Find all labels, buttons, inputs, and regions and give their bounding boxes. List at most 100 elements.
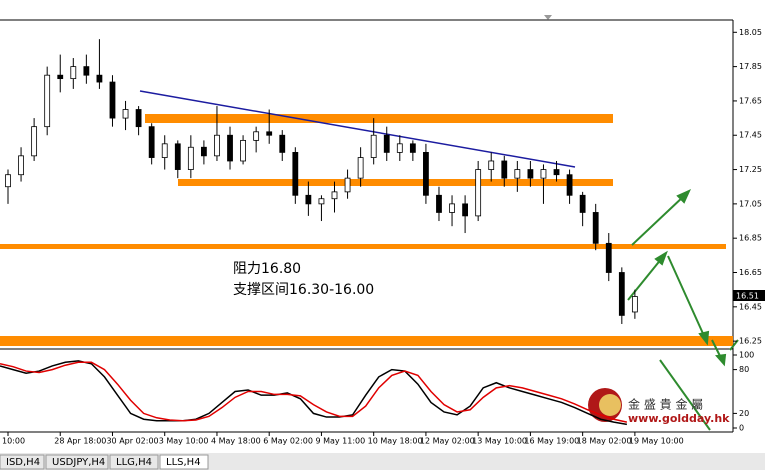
candle-body (227, 134, 233, 162)
candle-body (96, 74, 103, 83)
candle-body (31, 126, 38, 157)
y-tick-label: 20 (739, 409, 749, 418)
price-label-bg (733, 290, 765, 301)
candle-body (488, 160, 495, 170)
x-tick-label: 6 May 02:00 (263, 437, 313, 446)
tab[interactable] (0, 454, 45, 470)
candle-body (83, 66, 90, 76)
x-tick-label: 19 May 10:00 (629, 437, 684, 446)
x-tick-label: 12 May 02:00 (420, 437, 475, 446)
tab[interactable] (109, 454, 159, 470)
candle-body (436, 194, 442, 213)
x-tick-label: 4 May 18:00 (211, 437, 261, 446)
candle-body (292, 151, 299, 196)
x-tick-label: 9 May 11:00 (315, 437, 365, 446)
candle-body (109, 81, 116, 119)
y-tick-label: 16.45 (739, 302, 762, 311)
candle-body (305, 194, 312, 205)
candle-body (527, 169, 534, 179)
candle-body (383, 134, 390, 153)
logo (599, 394, 621, 416)
candle-body (161, 143, 168, 158)
x-tick-label: 13 May 10:00 (472, 437, 527, 446)
candle-body (187, 146, 194, 170)
candle-body (370, 134, 377, 158)
candle-body (409, 143, 416, 153)
tab[interactable] (159, 454, 209, 470)
candle-body (318, 198, 325, 205)
candle-body (135, 109, 142, 128)
y-tick-label: 16.85 (739, 234, 762, 243)
x-tick-label: 10 May 18:00 (368, 437, 423, 446)
annotation: 支撑区间16.30-16.00 (233, 282, 374, 298)
candle-body (331, 191, 338, 200)
oscillator-line (0, 361, 628, 423)
candle-body (253, 131, 260, 141)
candle-body (70, 66, 77, 80)
candle-body (174, 143, 181, 170)
candle-body (279, 134, 286, 153)
y-tick-label: 17.65 (739, 96, 762, 105)
candle-body (423, 151, 429, 196)
candle-body (5, 174, 11, 188)
candle-body (475, 169, 482, 217)
candle-body (214, 134, 220, 157)
candle-body (592, 212, 599, 244)
watermark-url: www.goldday.hk (628, 412, 730, 425)
price-label: 16.51 (736, 292, 759, 301)
candle-body (579, 194, 586, 213)
candle-body (553, 169, 560, 176)
trend-line (139, 90, 576, 168)
resistance-line (0, 244, 726, 249)
watermark-name: 金 盛 貴 金 屬 (628, 397, 703, 412)
candle-body (605, 242, 612, 273)
tab-label[interactable]: USDJPY,H4 (52, 457, 105, 468)
candle-body (357, 157, 364, 179)
candle-body (462, 203, 469, 217)
tab-label[interactable]: ISD,H4 (6, 457, 40, 468)
candle-body (566, 174, 573, 196)
projection-arrows (627, 188, 739, 431)
y-tick-label: 17.85 (739, 62, 762, 71)
annotation: 阻力16.80 (233, 261, 301, 277)
x-tick-label: 28 Apr 18:00 (54, 437, 106, 446)
resistance-zone (178, 179, 613, 186)
candle-body (396, 143, 403, 153)
y-tick-label: 16.65 (739, 268, 762, 277)
y-tick-label: 16.25 (739, 337, 762, 346)
candle-body (449, 203, 455, 213)
candle-body (122, 109, 129, 119)
x-tick-label: 16 May 19:00 (524, 437, 579, 446)
support-zone (0, 336, 733, 346)
x-tick-label: 10:00 (2, 437, 25, 446)
shift-marker (544, 15, 552, 20)
candle-body (18, 155, 24, 176)
candle-body (57, 74, 64, 80)
candle-body (200, 146, 207, 157)
candle-body (148, 126, 155, 158)
y-tick-label: 17.25 (739, 165, 762, 174)
x-tick-label: 3 May 10:00 (159, 437, 209, 446)
candle-body (514, 169, 521, 179)
x-tick-label: 30 Apr 02:00 (106, 437, 158, 446)
candle-body (618, 272, 625, 316)
candle-body (631, 296, 638, 313)
candle-body (266, 131, 273, 136)
tab-label[interactable]: LLG,H4 (116, 457, 152, 468)
candle-body (501, 160, 508, 179)
y-tick-label: 100 (739, 351, 754, 360)
resistance-zone (145, 114, 613, 123)
tab-label[interactable]: LLS,H4 (166, 457, 201, 468)
y-tick-label: 80 (739, 365, 749, 374)
oscillator-line (0, 360, 628, 426)
y-tick-label: 17.05 (739, 199, 762, 208)
candle-body (540, 169, 547, 179)
tab[interactable] (45, 454, 109, 470)
x-tick-label: 18 May 02:00 (577, 437, 632, 446)
candle-body (44, 74, 51, 128)
candle-body (240, 139, 246, 162)
y-tick-label: 17.45 (739, 131, 762, 140)
y-tick-label: 18.05 (739, 28, 762, 37)
